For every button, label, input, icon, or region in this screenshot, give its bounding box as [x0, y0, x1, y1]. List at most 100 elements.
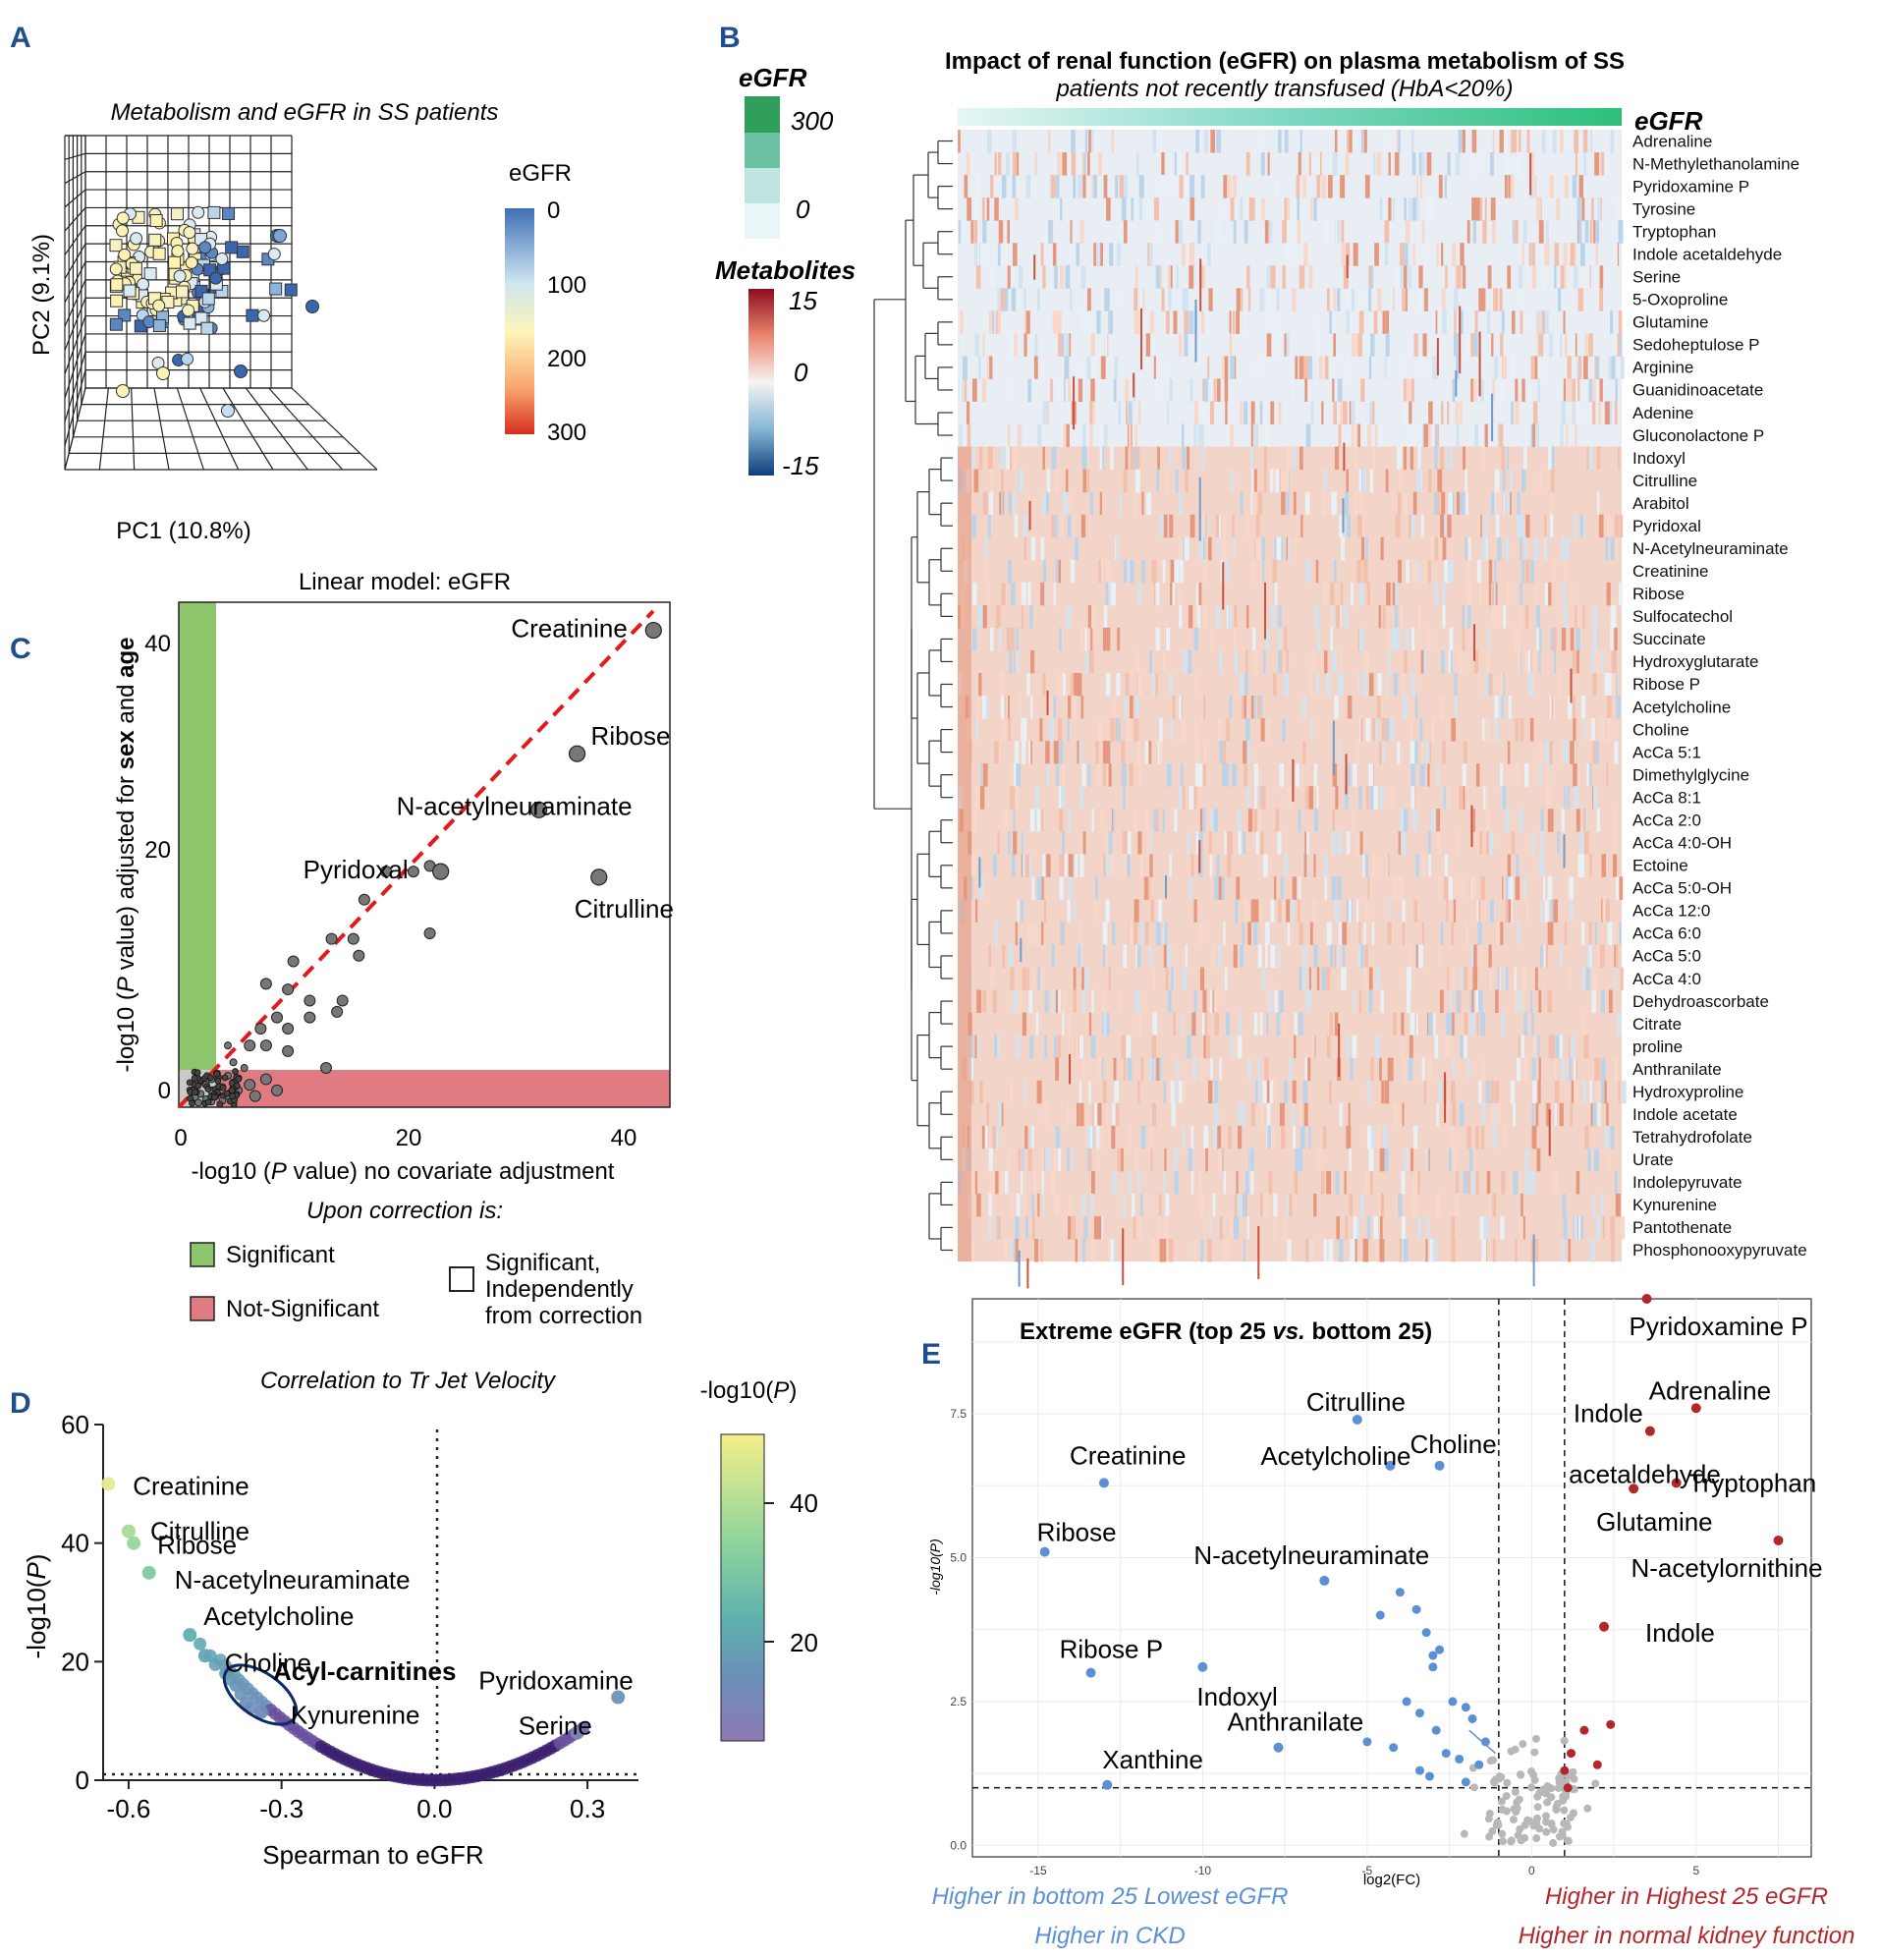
heatmap-cell [1411, 1193, 1417, 1217]
heatmap-cell [1388, 152, 1391, 176]
heatmap-cell [1436, 1102, 1439, 1127]
heatmap-cell [1057, 378, 1062, 402]
heatmap-cell [1237, 1193, 1243, 1217]
heatmap-cell [1540, 831, 1544, 855]
heatmap-cell [1253, 649, 1258, 674]
heatmap-cell [1202, 265, 1206, 289]
heatmap-cell [1082, 831, 1086, 855]
heatmap-cell [1031, 1125, 1034, 1149]
heatmap-cell [1072, 1148, 1075, 1172]
heatmap-cell [1002, 718, 1006, 742]
heatmap-cell [1334, 130, 1338, 153]
heatmap-cell [1260, 718, 1265, 742]
heatmap-cell [1214, 1080, 1219, 1104]
heatmap-cell [1274, 175, 1278, 198]
heatmap-cell [978, 604, 982, 629]
pca-point [192, 205, 205, 219]
heatmap-cell [1099, 446, 1103, 471]
heatmap-cell [1429, 536, 1434, 561]
heatmap-cell [1008, 696, 1011, 719]
colorbar-tick: 300 [547, 420, 586, 446]
heatmap-cell [1162, 1170, 1166, 1195]
e-ytick-label: 7.5 [950, 1407, 967, 1421]
heatmap-cell [1395, 604, 1399, 629]
heatmap-cell [1431, 809, 1436, 832]
heatmap-cell [1570, 627, 1575, 651]
e-point-ns [1527, 1783, 1536, 1792]
heatmap-cell [1205, 310, 1210, 334]
heatmap-cell [993, 854, 997, 877]
heatmap-cell [1520, 582, 1522, 606]
pca-point [236, 245, 249, 258]
heatmap-cell [1292, 1080, 1297, 1104]
heatmap-cell [1218, 1148, 1223, 1172]
c-xlabel-part: -log10 ( [192, 1158, 271, 1185]
heatmap-cell [1079, 786, 1084, 810]
heatmap-cell [981, 696, 986, 719]
heatmap-cell [1465, 469, 1467, 493]
e-labeled-point [1039, 1546, 1050, 1557]
heatmap-cell [1091, 1125, 1094, 1149]
heatmap-cell [1107, 1125, 1110, 1149]
heatmap-cell [1410, 514, 1415, 538]
d-ylabel-part: ) [22, 1554, 51, 1563]
heatmap-cell [1082, 469, 1087, 493]
heatmap-cell [994, 741, 999, 764]
heatmap-cell [1412, 559, 1418, 584]
heatmap-cell [1070, 220, 1073, 244]
heatmap-cell [1484, 718, 1490, 742]
heatmap-cell [1240, 491, 1244, 516]
e-labeled-point [1085, 1667, 1096, 1678]
heatmap-cell [1316, 1148, 1322, 1172]
heatmap-cell [1246, 786, 1250, 810]
heatmap-cell [1479, 514, 1482, 538]
heatmap-cell [1319, 152, 1322, 176]
heatmap-cell [1119, 491, 1122, 516]
d-labeled-point [101, 1477, 116, 1491]
heatmap-cell [1342, 401, 1348, 425]
heatmap-cell [1346, 356, 1350, 379]
heatmap-cell [1363, 333, 1366, 357]
heatmap-cell [1137, 1080, 1140, 1104]
heatmap-cell [1305, 989, 1309, 1014]
heatmap-cell [1149, 1125, 1154, 1149]
heatmap-cell [1466, 220, 1470, 244]
heatmap-cell [1229, 696, 1233, 719]
heatmap-cell [1579, 514, 1583, 538]
heatmap-cell [1442, 536, 1447, 561]
heatmap-cell [1162, 559, 1166, 584]
heatmap-cell [1605, 899, 1611, 923]
heatmap-cell [1025, 175, 1031, 198]
heatmap-cell [1108, 1238, 1111, 1262]
row-label: Indole acetate [1632, 1105, 1738, 1124]
heatmap-cell [1304, 1238, 1309, 1262]
heatmap-cell [1464, 1012, 1466, 1036]
heatmap-cell [979, 786, 985, 810]
heatmap-cell [1349, 1193, 1354, 1217]
heatmap-cell [1534, 356, 1539, 379]
heatmap-cell [1460, 967, 1465, 991]
heatmap-cell [1545, 536, 1548, 561]
heatmap-cell [1047, 130, 1051, 153]
heatmap-cell [1309, 672, 1312, 697]
heatmap-cell [1196, 401, 1202, 425]
heatmap-cell [1125, 378, 1130, 402]
heatmap-cell [1371, 922, 1375, 945]
c-xlabel-part: P [271, 1158, 287, 1185]
d-ylabel-part: -log10( [22, 1579, 51, 1658]
row-label: Sulfocatechol [1632, 607, 1733, 626]
heatmap-cell [1388, 718, 1391, 742]
heatmap-cell [1435, 423, 1438, 448]
heatmap-cell [1067, 899, 1071, 923]
heatmap-cell [1253, 809, 1258, 832]
heatmap-cell [1543, 356, 1548, 379]
heatmap-cell [1035, 1012, 1039, 1036]
heatmap-cell [1184, 175, 1189, 198]
heatmap-cell [1490, 491, 1495, 516]
heatmap-cell [1199, 967, 1205, 991]
heatmap-cell [1194, 741, 1200, 764]
heatmap-cell [1531, 1057, 1536, 1082]
heatmap-cell [1024, 1125, 1028, 1149]
heatmap-cell [1478, 288, 1484, 311]
heatmap-cell [1257, 809, 1262, 832]
